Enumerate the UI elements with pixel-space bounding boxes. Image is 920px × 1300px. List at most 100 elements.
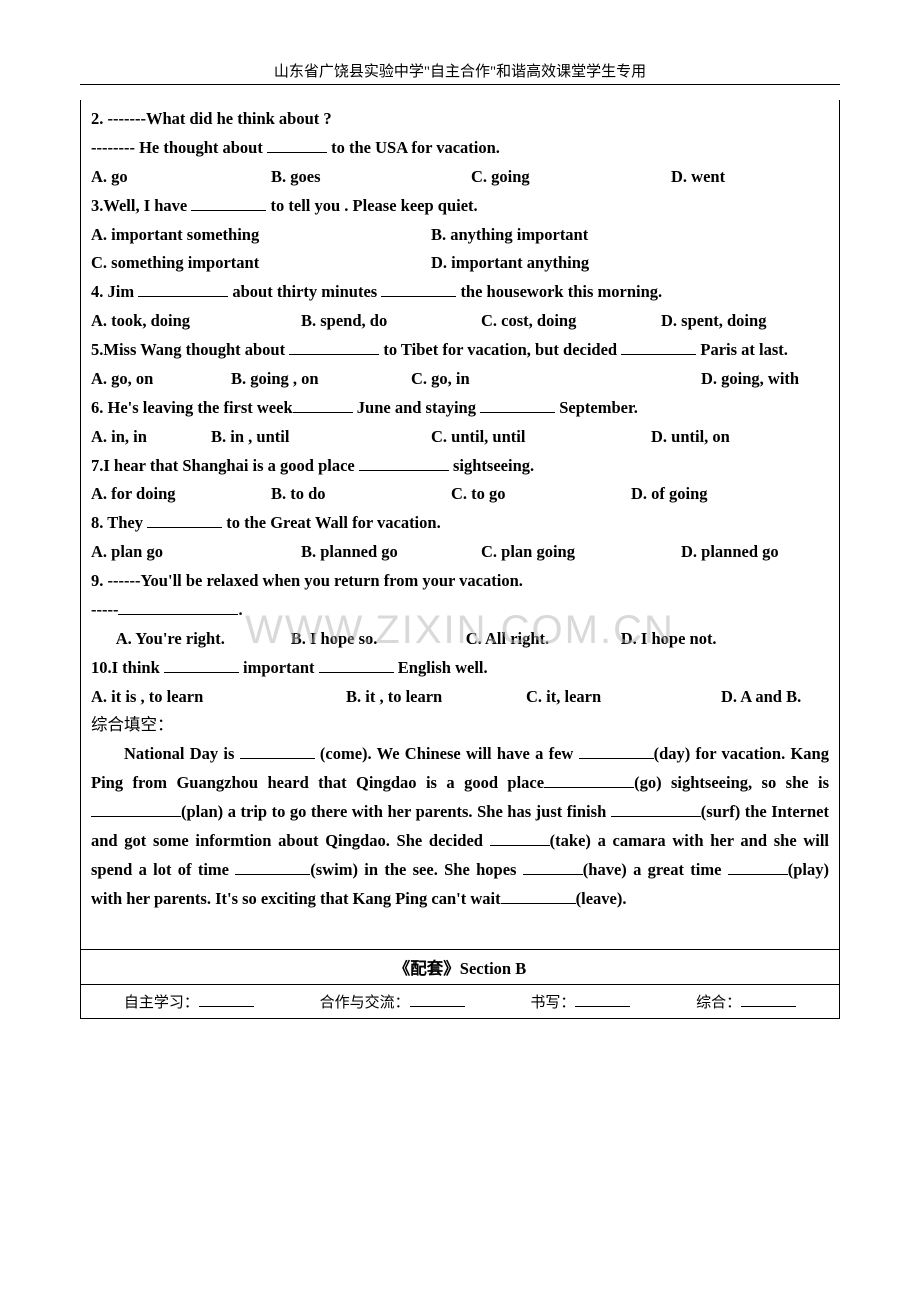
blank — [191, 194, 266, 211]
q4-opt-d: D. spent, doing — [661, 311, 766, 330]
blank — [293, 396, 353, 413]
q9-opt-b: B. I hope so. — [291, 625, 466, 654]
q2-opt-c: C. going — [471, 163, 671, 192]
blank — [147, 512, 222, 529]
blank — [199, 992, 254, 1007]
q10-options: A. it is , to learnB. it , to learnC. it… — [91, 683, 829, 712]
q7-line: 7.I hear that Shanghai is a good place s… — [91, 452, 829, 481]
blank — [359, 454, 449, 471]
q9-opt-a: A. You're right. — [116, 625, 291, 654]
evaluation-row: 自主学习： 合作与交流： 书写： 综合： — [81, 985, 839, 1018]
blank — [319, 656, 394, 673]
q4-pre: 4. Jim — [91, 282, 138, 301]
q6-pre: 6. He's leaving the first week — [91, 398, 293, 417]
eval-label-3: 书写： — [530, 995, 575, 1011]
q5-pre: 5.Miss Wang thought about — [91, 340, 289, 359]
q4-opt-b: B. spend, do — [301, 307, 481, 336]
q10-mid: important — [239, 658, 319, 677]
eval-item-1: 自主学习： — [124, 991, 254, 1012]
q7-opt-d: D. of going — [631, 480, 708, 509]
q7-post: sightseeing. — [449, 456, 534, 475]
q8-post: to the Great Wall for vacation. — [222, 513, 441, 532]
q2-line2: -------- He thought about to the USA for… — [91, 134, 829, 163]
q6-opt-b: B. in , until — [211, 423, 431, 452]
blank — [611, 801, 701, 818]
q10-line: 10.I think important English well. — [91, 654, 829, 683]
q2-opt-a: A. go — [91, 163, 271, 192]
q3-opt-a: A. important something — [91, 221, 431, 250]
q6-opt-a: A. in, in — [91, 423, 211, 452]
blank — [544, 772, 634, 789]
q9-opt-c: C. All right. — [466, 625, 621, 654]
q2-line2-pre: -------- He thought about — [91, 138, 267, 157]
q7-opt-c: C. to go — [451, 480, 631, 509]
eval-item-4: 综合： — [696, 991, 796, 1012]
q8-opt-a: A. plan go — [91, 538, 301, 567]
cloze-t2: (come). We Chinese will have a few — [315, 744, 579, 763]
q3-options-1: A. important something B. anything impor… — [91, 221, 829, 250]
q6-opt-c: C. until, until — [431, 423, 651, 452]
eval-item-3: 书写： — [530, 991, 630, 1012]
main-content: WWW.ZIXIN.COM.CN 2. -------What did he t… — [81, 100, 839, 949]
q2-opt-d: D. went — [671, 163, 725, 192]
q5-opt-b: B. going , on — [231, 365, 411, 394]
blank — [523, 858, 583, 875]
q2-line2-post: to the USA for vacation. — [327, 138, 500, 157]
q6-line: 6. He's leaving the first week June and … — [91, 394, 829, 423]
q8-line: 8. They to the Great Wall for vacation. — [91, 509, 829, 538]
q8-pre: 8. They — [91, 513, 147, 532]
q5-line: 5.Miss Wang thought about to Tibet for v… — [91, 336, 829, 365]
cloze-t5: (plan) a trip to go there with her paren… — [181, 802, 611, 821]
blank — [289, 339, 379, 356]
cloze-t4: (go) sightseeing, so she is — [634, 773, 829, 792]
eval-item-2: 合作与交流： — [320, 991, 465, 1012]
q10-opt-b: B. it , to learn — [346, 683, 526, 712]
q2-line1: 2. -------What did he think about ? — [91, 105, 829, 134]
q8-opt-c: C. plan going — [481, 538, 681, 567]
q7-pre: 7.I hear that Shanghai is a good place — [91, 456, 359, 475]
blank — [728, 858, 788, 875]
q4-mid: about thirty minutes — [228, 282, 381, 301]
q8-opt-b: B. planned go — [301, 538, 481, 567]
q10-pre: 10.I think — [91, 658, 164, 677]
q7-opt-a: A. for doing — [91, 480, 271, 509]
q9-line2: -----. — [91, 596, 829, 625]
q10-opt-a: A. it is , to learn — [91, 683, 346, 712]
eval-label-2: 合作与交流： — [320, 995, 410, 1011]
q6-options: A. in, in B. in , until C. until, until … — [91, 423, 829, 452]
blank — [480, 396, 555, 413]
q9-opt-d: D. I hope not. — [621, 625, 717, 654]
q4-post: the housework this morning. — [456, 282, 662, 301]
section-b-title: 《配套》Section B — [81, 950, 839, 984]
q2-options: A. go B. goes C. going D. went — [91, 163, 829, 192]
blank — [501, 887, 576, 904]
cloze-title: 综合填空： — [91, 711, 829, 740]
cloze-passage: National Day is (come). We Chinese will … — [91, 740, 829, 913]
q5-opt-c: C. go, in — [411, 365, 701, 394]
blank — [240, 743, 315, 760]
q4-opt-c: C. cost, doing — [481, 307, 661, 336]
q5-post: Paris at last. — [696, 340, 788, 359]
blank — [621, 339, 696, 356]
q10-opt-d: D. A and B. — [721, 687, 801, 706]
header-divider — [80, 84, 840, 85]
q6-post: September. — [555, 398, 638, 417]
blank — [164, 656, 239, 673]
q4-line: 4. Jim about thirty minutes the housewor… — [91, 278, 829, 307]
q2-opt-b: B. goes — [271, 163, 471, 192]
q7-options: A. for doing B. to do C. to go D. of goi… — [91, 480, 829, 509]
blank — [490, 829, 550, 846]
q3-opt-c: C. something important — [91, 249, 431, 278]
blank — [381, 281, 456, 298]
blank — [91, 801, 181, 818]
q6-mid: June and staying — [353, 398, 480, 417]
q8-opt-d: D. planned go — [681, 542, 779, 561]
q3-opt-b: B. anything important — [431, 221, 588, 250]
cloze-t9: (have) a great time — [583, 860, 728, 879]
blank — [118, 598, 238, 615]
q3-line: 3.Well, I have to tell you . Please keep… — [91, 192, 829, 221]
eval-label-4: 综合： — [696, 995, 741, 1011]
q9-line2-pre: ----- — [91, 600, 118, 619]
q9-line1: 9. ------You'll be relaxed when you retu… — [91, 567, 829, 596]
q5-opt-d: D. going, with — [701, 369, 799, 388]
